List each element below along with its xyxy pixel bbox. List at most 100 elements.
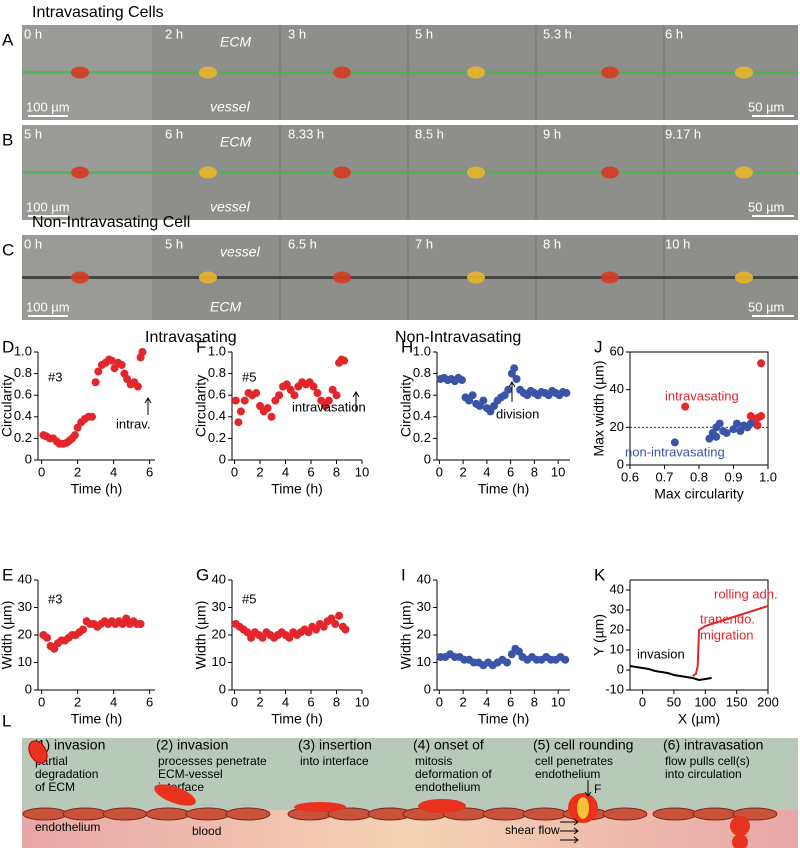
- x-tick-label: 4: [483, 464, 490, 479]
- section-heading: Intravasating Cells: [32, 4, 164, 21]
- y-axis-title: Circularity: [0, 375, 15, 437]
- point: [757, 412, 766, 421]
- legend-label: non-intravasating: [625, 444, 725, 459]
- panel-letter: C: [2, 240, 14, 259]
- tumor-cell: [294, 802, 346, 812]
- point: [504, 385, 513, 394]
- step-title: (2) invasion: [156, 737, 228, 753]
- cell: [333, 271, 351, 284]
- tumor-cell: [154, 784, 196, 806]
- x-tick-label: 2: [256, 464, 263, 479]
- scale-label: 50 µm: [748, 99, 784, 114]
- axis: [630, 579, 769, 690]
- x-tick-label: 4: [110, 464, 117, 479]
- panel-letter: L: [2, 711, 11, 730]
- point: [561, 655, 570, 664]
- time-label: 2 h: [165, 26, 183, 41]
- y-tick-label: 40: [610, 381, 624, 396]
- scale-label: 50 µm: [748, 299, 784, 314]
- x-tick-label: 6: [146, 464, 153, 479]
- point: [275, 391, 284, 400]
- point: [746, 419, 755, 428]
- x-tick-label: 10: [551, 464, 565, 479]
- y-tick-label: 20: [212, 626, 226, 641]
- panel-letter: F: [196, 337, 206, 356]
- x-tick-label: 0: [436, 694, 443, 709]
- flow-label: shear flow: [505, 823, 560, 837]
- y-tick-label: 1.0: [208, 343, 226, 358]
- x-tick-label: 0.9: [724, 469, 742, 484]
- x-tick-label: 150: [726, 694, 748, 709]
- section-heading: Non-Intravasating Cell: [32, 214, 190, 231]
- step-text: mitosis: [415, 754, 452, 768]
- y-tick-label: 1.0: [14, 343, 32, 358]
- cell: [71, 166, 89, 179]
- y-tick-label: 40: [417, 571, 431, 586]
- point: [503, 658, 512, 667]
- x-tick-label: 8: [531, 694, 538, 709]
- x-tick-label: 8: [333, 694, 340, 709]
- endothelial-cell: [482, 807, 528, 821]
- y-tick-label: 0.6: [413, 387, 431, 402]
- x-tick-label: 1.0: [759, 469, 777, 484]
- y-tick-label: 0.8: [413, 365, 431, 380]
- time-label: 8 h: [543, 236, 561, 251]
- x-tick-label: 2: [256, 694, 263, 709]
- point: [136, 620, 145, 628]
- cell: [199, 66, 217, 79]
- point: [267, 412, 276, 421]
- y-tick-label: 0.2: [208, 430, 226, 445]
- point: [263, 404, 272, 413]
- point: [79, 625, 87, 634]
- x-tick-label: 4: [483, 694, 490, 709]
- time-label: 9 h: [543, 126, 561, 141]
- annotation: #5: [242, 369, 256, 384]
- step-title: (1) invasion: [33, 737, 105, 753]
- series-line: [692, 605, 769, 677]
- tumor-cell: [28, 740, 48, 764]
- x-tick-label: 2: [460, 694, 467, 709]
- cell: [601, 166, 619, 179]
- x-axis-title: Time (h): [478, 481, 530, 497]
- x-axis-title: Time (h): [271, 481, 323, 497]
- region-label: vessel: [210, 99, 251, 115]
- region-label: vessel: [210, 199, 251, 215]
- y-tick-label: 30: [212, 599, 226, 614]
- x-tick-label: 8: [333, 464, 340, 479]
- arrow: [352, 391, 360, 412]
- y-tick-label: 0: [219, 451, 226, 466]
- tissue-label: blood: [192, 824, 221, 838]
- time-label: 0 h: [24, 26, 42, 41]
- time-label: 0 h: [24, 236, 42, 251]
- cell: [333, 66, 351, 79]
- step-text: endothelium: [535, 767, 600, 781]
- x-tick-label: 0: [38, 464, 45, 479]
- y-tick-label: 0.4: [14, 408, 32, 423]
- point: [231, 396, 240, 405]
- flow-arrow: [560, 827, 579, 835]
- time-label: 5 h: [165, 236, 183, 251]
- endothelial-cell: [62, 807, 108, 821]
- y-tick-label: 30: [417, 599, 431, 614]
- endothelial-cell: [522, 807, 568, 821]
- point: [117, 360, 126, 369]
- annotation: division: [496, 406, 539, 421]
- y-tick-label: 10: [610, 641, 624, 656]
- endothelial-cell: [185, 807, 231, 821]
- point: [88, 412, 96, 421]
- point: [341, 625, 350, 634]
- x-tick-label: 200: [757, 694, 779, 709]
- annotation: migration: [700, 627, 753, 642]
- endothelial-cell: [692, 807, 738, 821]
- column-header: Intravasating: [145, 329, 237, 346]
- panel-letter: E: [2, 565, 13, 584]
- y-axis-title: Y (µm): [591, 614, 607, 656]
- annotation: #3: [48, 369, 62, 384]
- point: [70, 431, 79, 440]
- x-tick-label: 8: [531, 464, 538, 479]
- y-axis-title: Width (µm): [398, 601, 414, 670]
- annotation: intravasation: [292, 399, 366, 414]
- point: [91, 378, 100, 387]
- y-tick-label: 10: [212, 654, 226, 669]
- step-text: into interface: [300, 754, 369, 768]
